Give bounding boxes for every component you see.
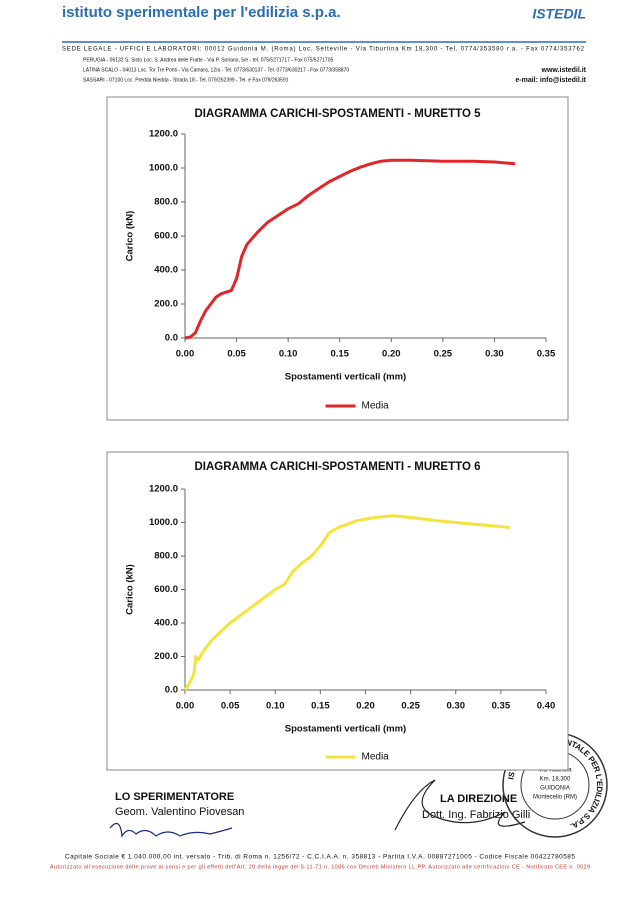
x-tick-label: 0.30 [447, 701, 466, 712]
x-tick-label: 0.20 [382, 349, 401, 360]
legend-label: Media [362, 752, 390, 763]
y-tick-label: 0.0 [165, 333, 178, 344]
data-line [183, 514, 511, 691]
x-tick-label: 0.05 [227, 349, 246, 360]
x-tick-label: 0.25 [434, 349, 453, 360]
address-line: SEDE LEGALE - UFFICI E LABORATORI: 00012… [62, 47, 585, 53]
x-axis-label: Spostamenti verticali (mm) [285, 372, 406, 383]
company-name: istituto sperimentale per l'edilizia s.p… [62, 4, 341, 21]
stamp-line: Montecelio (RM) [533, 795, 577, 801]
y-tick-label: 0.0 [165, 685, 178, 696]
y-tick-label: 400.0 [154, 618, 178, 629]
chart-title: DIAGRAMMA CARICHI-SPOSTAMENTI - MURETTO … [194, 108, 481, 120]
x-tick-label: 0.10 [279, 349, 298, 360]
address-line: SASSARI - 07100 Loc. Predda Niedda - Str… [83, 77, 289, 83]
signature-name: Dott. Ing. Fabrizio Gilli [422, 809, 530, 821]
x-tick-label: 0.30 [485, 349, 504, 360]
legend-label: Media [362, 401, 390, 412]
x-tick-label: 0.05 [221, 701, 240, 712]
signature [394, 779, 526, 831]
footer-authorization: Autorizzato all'esecuzione delle prove a… [50, 864, 590, 870]
y-tick-label: 1200.0 [149, 129, 178, 140]
x-tick-label: 0.00 [176, 349, 195, 360]
y-tick-label: 200.0 [154, 299, 178, 310]
x-tick-label: 0.00 [176, 701, 195, 712]
signature [109, 822, 233, 838]
y-tick-label: 1200.0 [149, 484, 178, 495]
address-line: PERUGIA - 06132 S. Sisto Loc. S. Andrea … [83, 57, 333, 63]
y-tick-label: 200.0 [154, 651, 178, 662]
x-axis-label: Spostamenti verticali (mm) [285, 724, 406, 735]
x-tick-label: 0.10 [266, 701, 285, 712]
chart-frame [106, 451, 569, 771]
y-tick-label: 1000.0 [149, 163, 178, 174]
x-tick-label: 0.35 [537, 349, 556, 360]
y-tick-label: 600.0 [154, 584, 178, 595]
y-tick-label: 600.0 [154, 231, 178, 242]
address-line: LATINA SCALO - 04013 Loc. Tor Tre Ponti … [83, 67, 349, 73]
y-axis-label: Carico (kN) [125, 211, 136, 262]
signature-name: Geom. Valentino Piovesan [115, 806, 244, 818]
y-axis-label: Carico (kN) [125, 564, 136, 615]
x-tick-label: 0.40 [537, 701, 556, 712]
stamp-line: Km. 18,300 [540, 777, 571, 783]
y-tick-label: 1000.0 [149, 517, 178, 528]
stamp-line: GUIDONIA [540, 786, 570, 792]
signature-role: LO SPERIMENTATORE [115, 791, 234, 803]
website: www.istedil.it [541, 67, 587, 74]
y-tick-label: 400.0 [154, 265, 178, 276]
stamp-line: Via Tiburtina [538, 768, 572, 774]
y-tick-label: 800.0 [154, 551, 178, 562]
x-tick-label: 0.35 [492, 701, 511, 712]
email: e-mail: info@istedil.it [515, 77, 586, 84]
signature-role: LA DIREZIONE [440, 793, 517, 805]
y-tick-label: 800.0 [154, 197, 178, 208]
logo: ISTEDIL [532, 6, 586, 22]
x-tick-label: 0.20 [356, 701, 375, 712]
x-tick-label: 0.15 [311, 701, 330, 712]
x-tick-label: 0.25 [401, 701, 420, 712]
x-tick-label: 0.15 [330, 349, 349, 360]
chart-title: DIAGRAMMA CARICHI-SPOSTAMENTI - MURETTO … [194, 461, 480, 473]
footer-capital: Capitale Sociale € 1.040.000,00 int. ver… [65, 854, 575, 861]
data-line [184, 158, 516, 340]
chart-frame [106, 96, 569, 421]
